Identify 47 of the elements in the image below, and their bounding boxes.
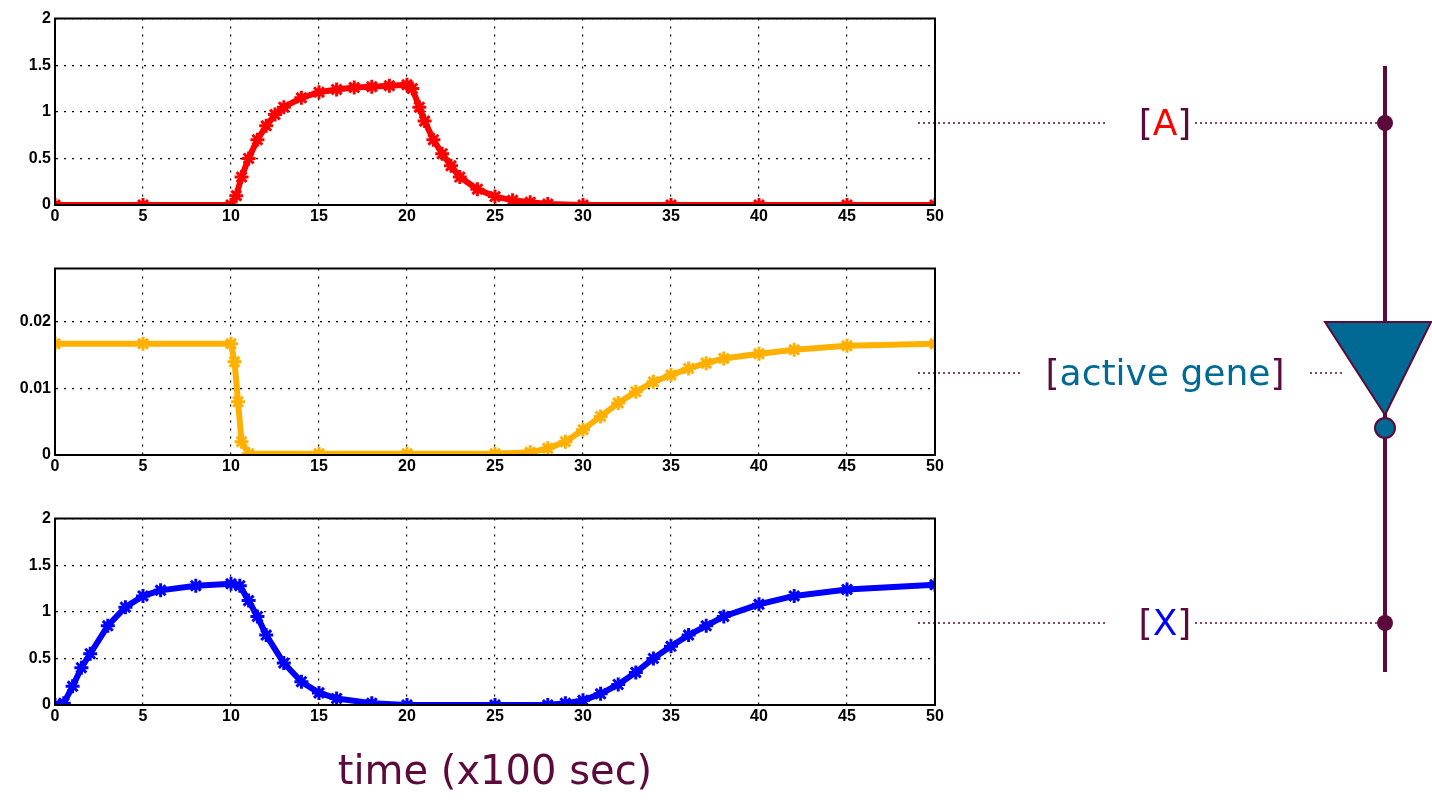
- text: [X]: [1138, 602, 1192, 643]
- x-tick-label: 15: [310, 707, 328, 725]
- x-tick-label: 40: [750, 207, 768, 225]
- x-axis-title: time (x100 sec): [336, 747, 654, 793]
- y-tick-label: 0.02: [19, 312, 52, 330]
- y-tick-label: 0.5: [28, 648, 52, 666]
- x-tick-label: 45: [838, 457, 856, 475]
- x-tick-label: 30: [574, 457, 592, 475]
- x-tick-label: 50: [926, 207, 944, 225]
- text: [active gene]: [1045, 352, 1285, 393]
- x-tick-label: 25: [486, 457, 504, 475]
- x-tick-label: 30: [574, 707, 592, 725]
- x-tick-label: 35: [662, 707, 680, 725]
- x-tick-label: 15: [310, 207, 328, 225]
- y-tick-label: 1.5: [28, 555, 52, 573]
- x-tick-label: 10: [222, 707, 240, 725]
- y-tick-label: 2: [42, 509, 52, 527]
- y-tick-label: 0.01: [19, 378, 52, 396]
- y-tick-label: 1.5: [28, 55, 52, 73]
- x-tick-label: 50: [926, 707, 944, 725]
- x-tick-label: 15: [310, 457, 328, 475]
- x-tick-label: 25: [486, 707, 504, 725]
- x-tick-label: 30: [574, 207, 592, 225]
- x-tick-label: 10: [222, 457, 240, 475]
- y-tick-label: 0: [42, 195, 52, 213]
- x-tick-label: 40: [750, 707, 768, 725]
- x-tick-label: 50: [926, 457, 944, 475]
- x-tick-label: 10: [222, 207, 240, 225]
- y-tick-label: 1: [42, 102, 52, 120]
- x-tick-label: 20: [398, 207, 416, 225]
- x-tick-label: 20: [398, 707, 416, 725]
- x-tick-label: 40: [750, 457, 768, 475]
- x-tick-label: 25: [486, 207, 504, 225]
- y-tick-label: 0: [42, 445, 52, 463]
- y-tick-label: 2: [42, 9, 52, 27]
- y-tick-label: 0: [42, 695, 52, 713]
- y-tick-label: 1: [42, 602, 52, 620]
- y-tick-label: 0.5: [28, 148, 52, 166]
- x-tick-label: 35: [662, 457, 680, 475]
- x-tick-label: 35: [662, 207, 680, 225]
- x-tick-label: 45: [838, 707, 856, 725]
- x-tick-label: 5: [138, 707, 148, 725]
- x-tick-label: 20: [398, 457, 416, 475]
- x-tick-label: 5: [138, 207, 148, 225]
- x-tick-label: 5: [138, 457, 148, 475]
- x-tick-label: 45: [838, 207, 856, 225]
- text: [A]: [1138, 102, 1192, 143]
